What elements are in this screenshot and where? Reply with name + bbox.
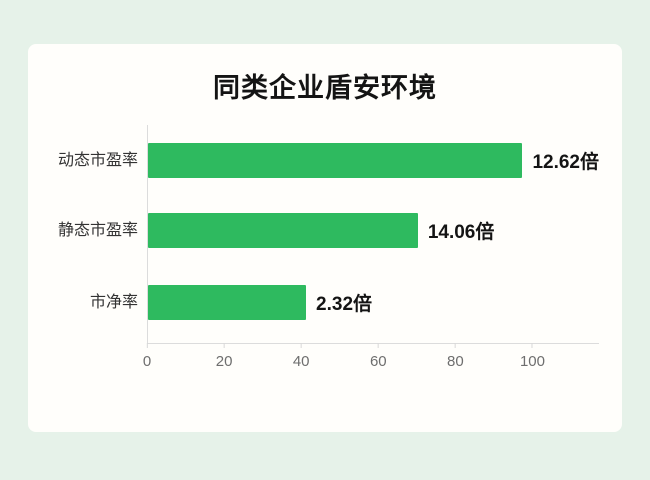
chart-card: 同类企业盾安环境 动态市盈率 12.62倍 静态市盈率 14.06倍 市净率 2…: [28, 44, 622, 432]
tick-label: 20: [215, 353, 233, 370]
tick-label: 100: [519, 353, 545, 370]
tick-mark: [146, 343, 148, 348]
tick-label: 40: [292, 353, 310, 370]
x-axis-tick: 20: [215, 343, 233, 370]
value-label-dynamic-pe: 12.62倍: [532, 152, 599, 173]
tick-label: 0: [142, 353, 152, 370]
x-axis: 0 20 40 60 80 100: [143, 343, 598, 373]
x-axis-tick: 40: [293, 343, 310, 370]
category-label-pb: 市净率: [89, 294, 138, 311]
bar-pb: [148, 285, 307, 320]
bar-row: 静态市盈率 14.06倍: [58, 213, 599, 248]
bar-static-pe: [148, 213, 418, 248]
bar-dynamic-pe: [148, 143, 523, 178]
x-axis-tick: 60: [370, 343, 387, 370]
x-axis-tick: 0: [143, 343, 151, 370]
category-label-dynamic-pe: 动态市盈率: [57, 152, 138, 169]
tick-mark: [454, 343, 456, 348]
x-axis-tick: 80: [447, 343, 464, 370]
tick-mark: [377, 343, 379, 348]
value-label-static-pe: 14.06倍: [427, 222, 495, 243]
plot-area: 动态市盈率 12.62倍 静态市盈率 14.06倍 市净率 2.32倍: [58, 125, 599, 344]
value-label-pb: 2.32倍: [316, 294, 373, 315]
tick-mark: [223, 343, 225, 348]
chart-title: 同类企业盾安环境: [213, 73, 437, 103]
category-label-static-pe: 静态市盈率: [57, 222, 138, 239]
x-axis-tick: 100: [520, 343, 545, 370]
bar-row: 动态市盈率 12.62倍: [58, 143, 599, 178]
tick-label: 60: [369, 353, 387, 370]
bar-row: 市净率 2.32倍: [90, 285, 599, 320]
tick-mark: [300, 343, 302, 348]
tick-label: 80: [447, 353, 464, 370]
tick-mark: [531, 343, 533, 348]
